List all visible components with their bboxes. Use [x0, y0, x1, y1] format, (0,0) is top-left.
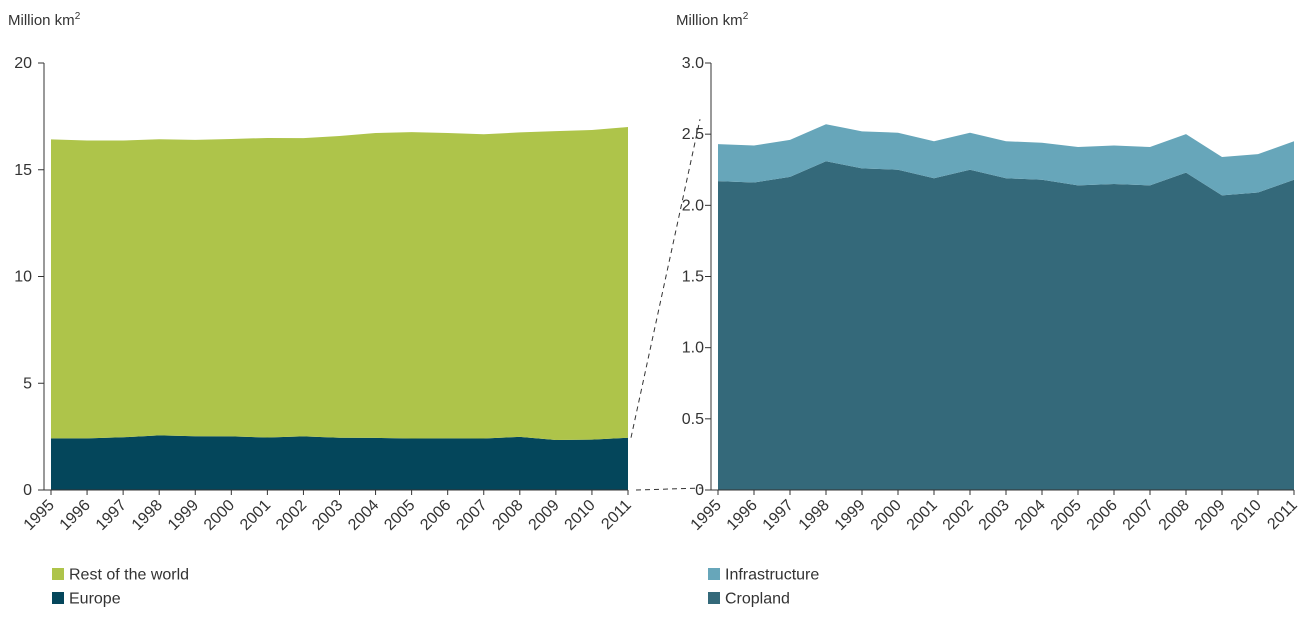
y-tick-label: 0 [695, 482, 704, 499]
x-tick-label: 2010 [1228, 497, 1265, 534]
x-tick-label: 2005 [381, 497, 418, 534]
area-rest-of-the-world [51, 127, 628, 441]
x-tick-label: 1997 [760, 497, 797, 534]
x-tick-label: 2008 [1156, 497, 1193, 534]
x-tick-label: 1995 [21, 497, 58, 534]
zoom-connector-top [630, 119, 701, 438]
chart-left: 0 5 10 15 20 19951996199719981999200020012002… [8, 11, 635, 608]
x-tick-label: 2002 [940, 497, 977, 534]
x-tick-label: 1997 [93, 497, 130, 534]
x-tick-label: 2008 [489, 497, 526, 534]
x-tick-label: 2000 [868, 497, 905, 534]
y-tick-label: 10 [14, 269, 32, 286]
x-tick-label: 1998 [796, 497, 833, 534]
x-tick-label: 2003 [976, 497, 1013, 534]
x-tick-label: 1998 [129, 497, 166, 534]
y-tick-label: 20 [14, 55, 32, 72]
legend-label: Cropland [725, 591, 790, 608]
area-cropland [718, 161, 1294, 490]
x-tick-label: 2009 [1192, 497, 1229, 534]
x-tick-label: 1999 [165, 497, 202, 534]
x-tick-label: 2002 [273, 497, 310, 534]
x-tick-label: 2004 [345, 497, 382, 534]
x-tick-label: 1996 [57, 497, 94, 534]
y-tick-label: 0 [23, 482, 32, 499]
y-tick-label: 3.0 [682, 55, 704, 72]
x-tick-label: 1999 [832, 497, 869, 534]
x-tick-label: 1996 [724, 497, 761, 534]
y-tick-label: 1.0 [682, 340, 704, 357]
legend-swatch [708, 592, 720, 604]
y-axis-title: Million km2 [8, 11, 81, 29]
legend-label: Europe [69, 591, 121, 608]
y-tick-label: 2.5 [682, 126, 704, 143]
x-tick-label: 2011 [598, 497, 634, 533]
legend-label: Rest of the world [69, 567, 189, 584]
area-infrastructure [718, 124, 1294, 196]
x-tick-label: 2001 [904, 497, 941, 534]
x-tick-label: 2005 [1048, 497, 1085, 534]
y-tick-label: 15 [14, 162, 32, 179]
y-tick-label: 0.5 [682, 411, 704, 428]
x-tick-label: 2007 [453, 497, 490, 534]
x-tick-label: 2001 [237, 497, 274, 534]
x-tick-label: 1995 [688, 497, 725, 534]
x-tick-label: 2004 [1012, 497, 1049, 534]
legend-swatch [708, 568, 720, 580]
x-tick-label: 2007 [1120, 497, 1157, 534]
legend-swatch [52, 568, 64, 580]
chart-right: 00.51.01.52.02.53.0199519961997199819992… [676, 11, 1301, 608]
x-tick-label: 2006 [1084, 497, 1121, 534]
x-tick-label: 2003 [309, 497, 346, 534]
zoom-connector-bottom [635, 487, 704, 491]
area-europe [51, 435, 628, 490]
x-tick-label: 2009 [526, 497, 563, 534]
y-tick-label: 1.5 [682, 269, 704, 286]
x-tick-label: 2000 [201, 497, 238, 534]
x-tick-label: 2010 [562, 497, 599, 534]
x-tick-label: 2011 [1264, 497, 1300, 533]
y-tick-label: 2.0 [682, 197, 704, 214]
x-tick-label: 2006 [417, 497, 454, 534]
y-tick-label: 5 [23, 375, 32, 392]
legend-label: Infrastructure [725, 567, 819, 584]
y-axis-title: Million km2 [676, 11, 749, 29]
zoom-connectors [630, 119, 704, 491]
legend-swatch [52, 592, 64, 604]
